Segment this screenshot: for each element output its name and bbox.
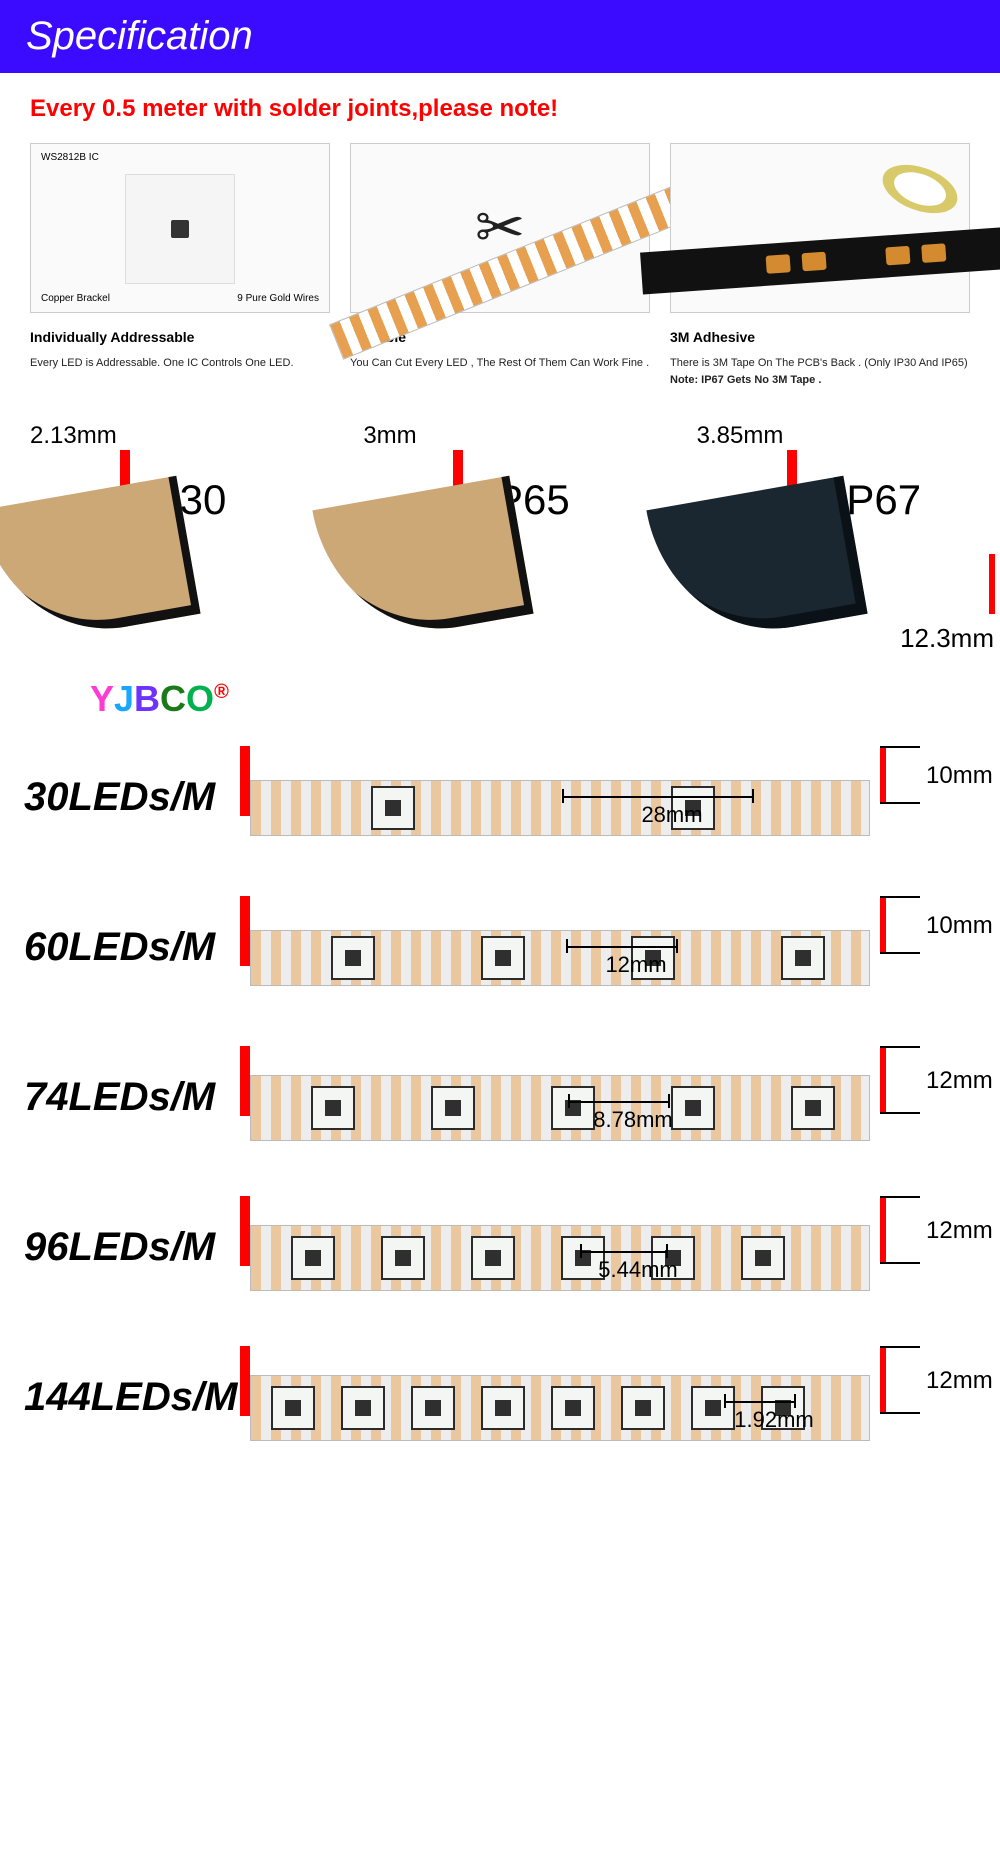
feature-addressable: WS2812B IC Copper Brackel 9 Pure Gold Wi… — [30, 143, 330, 388]
pitch-value: 8.78mm — [593, 1107, 672, 1132]
brand-letter: Y — [90, 678, 114, 719]
led-chip-icon — [125, 174, 235, 284]
feature-desc: There is 3M Tape On The PCB's Back . (On… — [670, 355, 970, 388]
height-dimension: 12mm — [880, 1324, 990, 1470]
feature-desc: Every LED is Addressable. One IC Control… — [30, 355, 330, 372]
feature-image: ✂ — [350, 143, 650, 313]
ip-cell: 2.13mm IP30 — [0, 412, 333, 672]
pitch-dimension: 5.44mm — [250, 1257, 880, 1283]
density-label: 74LEDs/M — [20, 1075, 240, 1120]
warning-text: Every 0.5 meter with solder joints,pleas… — [0, 77, 1000, 133]
height-value: 12mm — [926, 1367, 993, 1395]
red-marker-bar — [240, 1196, 250, 1266]
section-header: Specification — [0, 0, 1000, 77]
feature-title: Individually Addressable — [30, 329, 330, 345]
density-row: 30LEDs/M 28mm 10mm — [0, 720, 1000, 870]
height-value: 10mm — [926, 912, 993, 940]
tape-roll-icon — [876, 156, 964, 223]
height-bar — [989, 554, 995, 614]
ip-thickness-label: 3mm — [363, 422, 416, 450]
density-label: 144LEDs/M — [20, 1375, 240, 1420]
black-strip-icon — [640, 224, 1000, 295]
pitch-dimension: 28mm — [250, 802, 880, 828]
feature-image: WS2812B IC Copper Brackel 9 Pure Gold Wi… — [30, 143, 330, 313]
strip-curve-icon — [646, 476, 867, 649]
red-marker-bar — [240, 1346, 250, 1416]
brand-letter: J — [114, 678, 134, 719]
brand-logo: YJBCO® — [90, 678, 229, 719]
height-value: 12mm — [926, 1217, 993, 1245]
brand-row: YJBCO® — [0, 672, 1000, 720]
density-row: 144LEDs/M 1.92mm 12mm — [0, 1320, 1000, 1470]
brand-letter: O — [186, 678, 214, 719]
strip-curve-icon — [313, 476, 534, 649]
feature-row: WS2812B IC Copper Brackel 9 Pure Gold Wi… — [0, 133, 1000, 412]
height-dimension: 12mm — [880, 1024, 990, 1170]
ip-rating-row: 2.13mm IP30 3mm IP65 3.85mm IP67 12.3mm — [0, 412, 1000, 672]
density-row: 96LEDs/M 5.44mm 12mm — [0, 1170, 1000, 1320]
height-dimension: 10mm — [880, 874, 990, 1020]
brand-letter: B — [134, 678, 160, 719]
strip-curve-icon — [0, 476, 201, 649]
feature-adhesive: 3M Adhesive There is 3M Tape On The PCB'… — [670, 143, 970, 388]
chip-ic-label: WS2812B IC — [41, 152, 99, 163]
density-row: 60LEDs/M 12mm 10mm — [0, 870, 1000, 1020]
ip-thickness-label: 2.13mm — [30, 422, 117, 450]
height-value: 12mm — [926, 1067, 993, 1095]
pitch-dimension: 12mm — [250, 952, 880, 978]
pitch-dimension: 1.92mm — [250, 1407, 880, 1433]
feature-desc: You Can Cut Every LED , The Rest Of Them… — [350, 355, 650, 372]
feature-image — [670, 143, 970, 313]
chip-copper-label: Copper Brackel — [41, 293, 110, 304]
feature-title: 3M Adhesive — [670, 329, 970, 345]
pitch-value: 1.92mm — [734, 1407, 813, 1432]
height-value: 10mm — [926, 762, 993, 790]
feature-cuttable: ✂ Cuttable You Can Cut Every LED , The R… — [350, 143, 650, 388]
ip-thickness-label: 3.85mm — [697, 422, 784, 450]
pitch-value: 12mm — [605, 952, 666, 977]
scissors-icon: ✂ — [475, 193, 525, 263]
chip-wire-label: 9 Pure Gold Wires — [237, 293, 319, 304]
ip-cell: 3.85mm IP67 12.3mm — [667, 412, 1000, 672]
ip-cell: 3mm IP65 — [333, 412, 666, 672]
height-dimension: 12mm — [880, 1174, 990, 1320]
brand-letter: C — [160, 678, 186, 719]
height-dimension: 10mm — [880, 724, 990, 870]
red-marker-bar — [240, 1046, 250, 1116]
feature-desc-bold: Note: IP67 Gets No 3M Tape . — [670, 374, 821, 386]
registered-icon: ® — [214, 681, 229, 703]
red-marker-bar — [240, 746, 250, 816]
ip-height-label: 12.3mm — [900, 623, 994, 654]
feature-desc-text: There is 3M Tape On The PCB's Back . (On… — [670, 357, 968, 369]
pitch-value: 28mm — [641, 802, 702, 827]
pitch-dimension: 8.78mm — [250, 1107, 880, 1133]
density-row: 74LEDs/M 8.78mm 12mm — [0, 1020, 1000, 1170]
density-label: 60LEDs/M — [20, 925, 240, 970]
red-marker-bar — [240, 896, 250, 966]
density-label: 96LEDs/M — [20, 1225, 240, 1270]
pitch-value: 5.44mm — [598, 1257, 677, 1282]
density-label: 30LEDs/M — [20, 775, 240, 820]
